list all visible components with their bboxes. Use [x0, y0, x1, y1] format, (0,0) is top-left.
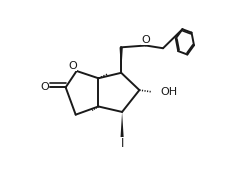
Text: O: O — [41, 82, 49, 92]
Polygon shape — [120, 47, 123, 73]
Text: OH: OH — [160, 87, 177, 97]
Text: O: O — [141, 35, 150, 45]
Text: O: O — [69, 62, 77, 71]
Text: I: I — [120, 137, 124, 150]
Polygon shape — [121, 112, 124, 138]
